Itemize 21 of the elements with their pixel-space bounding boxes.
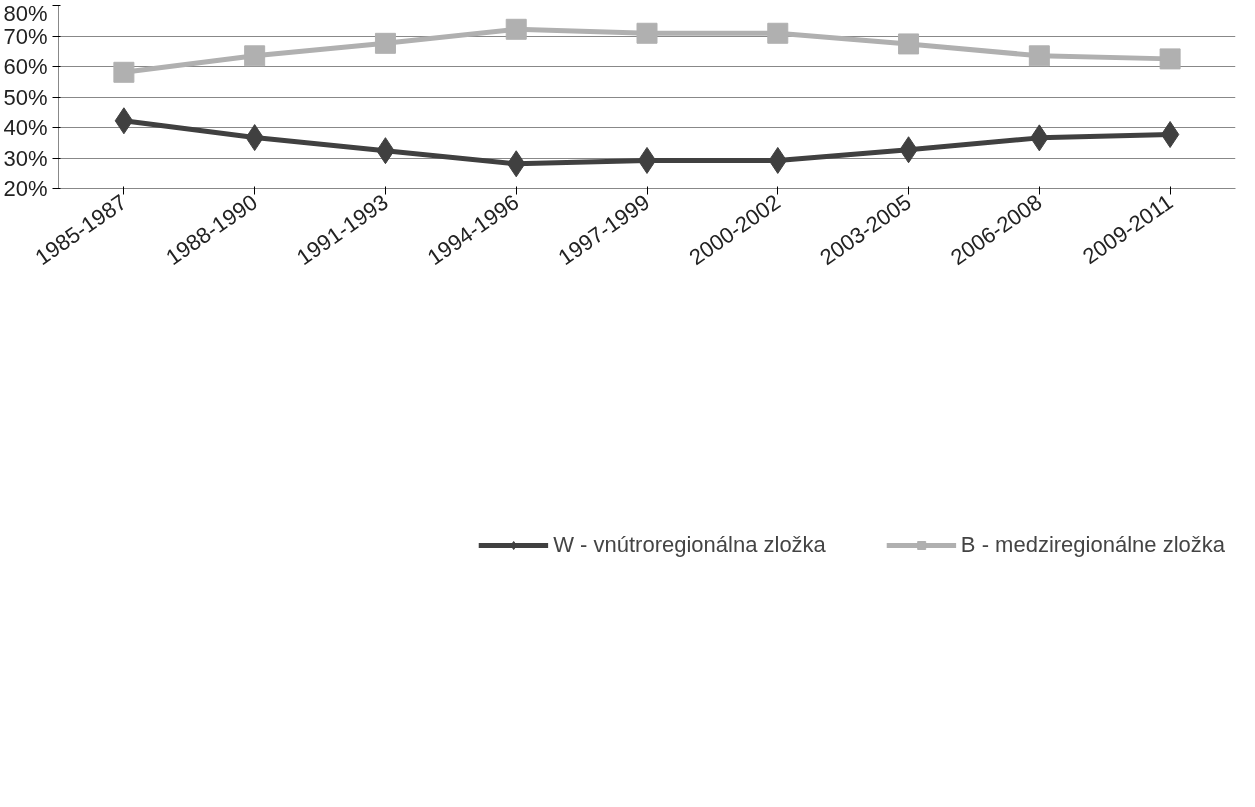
- legend-label: B - medziregionálne zložka: [960, 532, 1225, 558]
- point: [244, 45, 266, 67]
- y-tick-label: 40%: [3, 115, 48, 140]
- point: [1160, 121, 1180, 149]
- point: [767, 22, 789, 44]
- point: [114, 107, 134, 135]
- point: [1028, 45, 1050, 67]
- point: [374, 32, 396, 54]
- y-tick-label: 30%: [3, 145, 48, 171]
- point: [898, 33, 920, 55]
- point: [637, 146, 657, 174]
- y-tick-label: 50%: [3, 84, 48, 110]
- legend-label: W - vnútroregionálna zložka: [553, 532, 826, 558]
- point: [1159, 48, 1181, 70]
- point: [636, 22, 658, 44]
- point: [505, 18, 527, 40]
- point: [113, 61, 135, 83]
- y-tick-label: 20%: [3, 176, 48, 201]
- y-tick-label: 70%: [3, 23, 48, 49]
- y-tick-label: 60%: [3, 54, 48, 79]
- y-tick-label: 80%: [3, 0, 48, 26]
